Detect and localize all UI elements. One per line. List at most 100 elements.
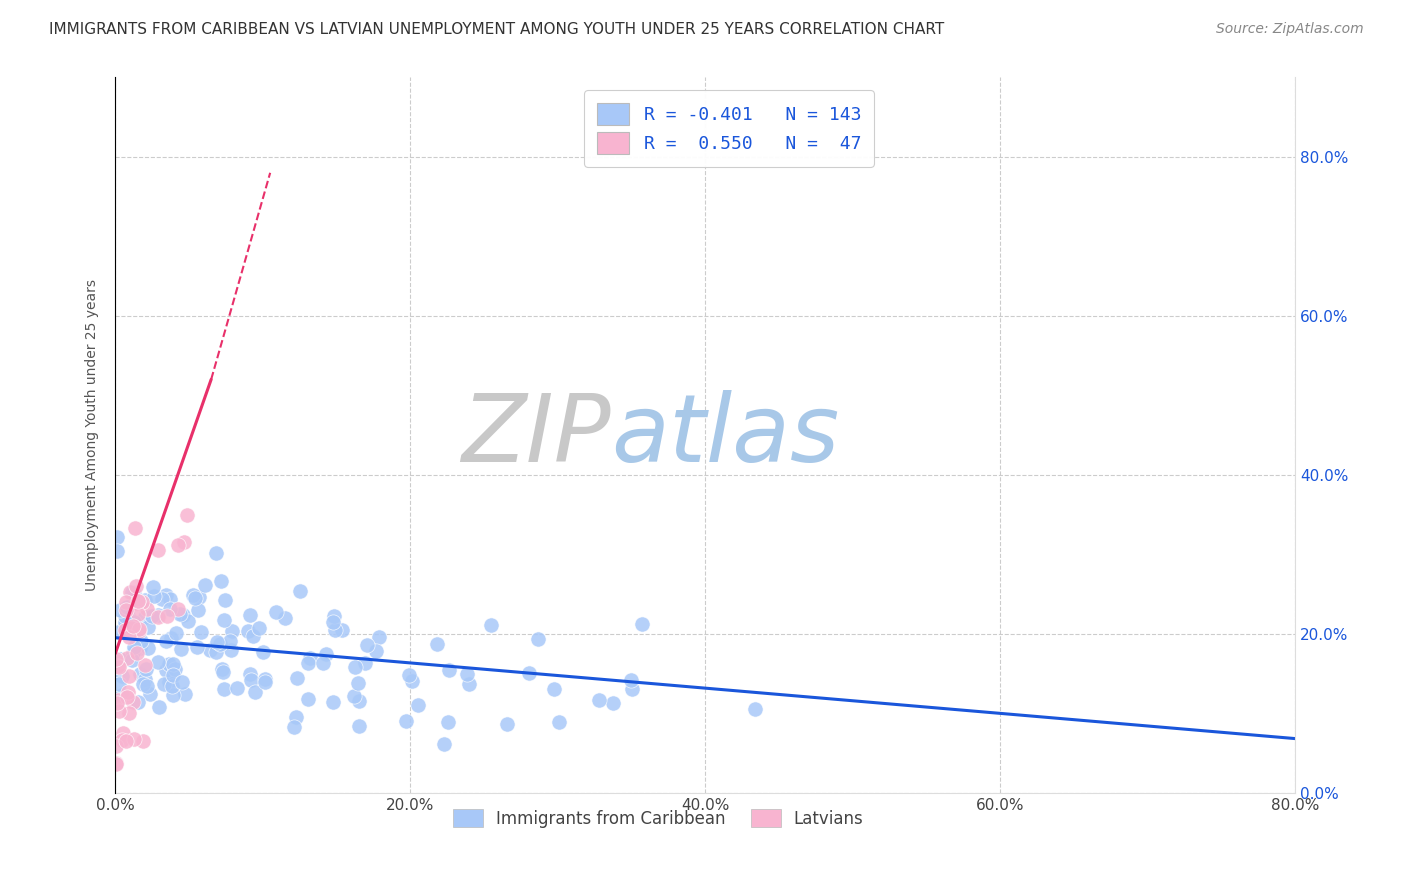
- Point: [221, 624, 243, 638]
- Point: [114, 615, 136, 629]
- Point: [105, 696, 128, 710]
- Point: [118, 630, 141, 644]
- Point: [458, 676, 481, 690]
- Text: atlas: atlas: [612, 390, 839, 481]
- Point: [118, 669, 141, 683]
- Point: [139, 687, 162, 701]
- Point: [298, 651, 321, 665]
- Point: [160, 679, 183, 693]
- Point: [253, 675, 276, 690]
- Point: [127, 695, 149, 709]
- Point: [127, 637, 149, 651]
- Point: [239, 667, 262, 681]
- Point: [297, 656, 319, 670]
- Point: [125, 596, 148, 610]
- Point: [325, 624, 347, 638]
- Point: [150, 592, 173, 607]
- Point: [125, 579, 148, 593]
- Point: [134, 672, 156, 686]
- Point: [156, 608, 179, 623]
- Point: [479, 617, 502, 632]
- Point: [121, 585, 143, 599]
- Point: [209, 637, 232, 651]
- Point: [176, 508, 198, 522]
- Point: [214, 613, 236, 627]
- Point: [108, 704, 131, 718]
- Point: [136, 620, 159, 634]
- Point: [205, 546, 228, 560]
- Point: [426, 637, 449, 651]
- Text: ZIP: ZIP: [461, 390, 612, 481]
- Point: [322, 695, 344, 709]
- Point: [436, 714, 458, 729]
- Point: [526, 632, 548, 647]
- Point: [146, 655, 169, 669]
- Point: [115, 690, 138, 704]
- Point: [148, 610, 170, 624]
- Point: [122, 640, 145, 654]
- Point: [162, 668, 184, 682]
- Point: [128, 622, 150, 636]
- Point: [157, 675, 180, 690]
- Point: [170, 674, 193, 689]
- Point: [129, 667, 152, 681]
- Point: [155, 588, 177, 602]
- Point: [169, 607, 191, 621]
- Point: [242, 629, 264, 643]
- Point: [114, 595, 136, 609]
- Point: [163, 662, 186, 676]
- Point: [173, 687, 195, 701]
- Point: [112, 620, 135, 634]
- Point: [117, 651, 139, 665]
- Point: [401, 673, 423, 688]
- Point: [166, 602, 188, 616]
- Point: [239, 673, 262, 687]
- Point: [344, 660, 367, 674]
- Point: [167, 538, 190, 552]
- Point: [134, 657, 156, 672]
- Point: [120, 621, 142, 635]
- Point: [134, 610, 156, 624]
- Point: [211, 662, 233, 676]
- Point: [111, 669, 134, 683]
- Point: [105, 756, 128, 770]
- Point: [142, 589, 165, 603]
- Point: [107, 625, 129, 640]
- Point: [264, 605, 287, 619]
- Point: [543, 681, 565, 696]
- Point: [621, 682, 644, 697]
- Point: [162, 689, 184, 703]
- Y-axis label: Unemployment Among Youth under 25 years: Unemployment Among Youth under 25 years: [86, 279, 100, 591]
- Point: [110, 733, 132, 747]
- Point: [184, 591, 207, 606]
- Point: [108, 660, 131, 674]
- Point: [218, 634, 240, 648]
- Point: [219, 642, 242, 657]
- Point: [190, 624, 212, 639]
- Point: [115, 734, 138, 748]
- Point: [115, 600, 138, 615]
- Point: [297, 691, 319, 706]
- Point: [108, 677, 131, 691]
- Point: [236, 624, 259, 638]
- Point: [159, 591, 181, 606]
- Point: [170, 642, 193, 657]
- Point: [128, 624, 150, 638]
- Point: [356, 638, 378, 652]
- Point: [283, 720, 305, 734]
- Legend: Immigrants from Caribbean, Latvians: Immigrants from Caribbean, Latvians: [446, 803, 870, 834]
- Point: [134, 592, 156, 607]
- Point: [243, 685, 266, 699]
- Point: [110, 652, 132, 666]
- Point: [274, 611, 297, 625]
- Point: [131, 595, 153, 609]
- Point: [367, 630, 389, 644]
- Point: [212, 682, 235, 697]
- Point: [125, 646, 148, 660]
- Point: [181, 588, 204, 602]
- Point: [186, 640, 208, 655]
- Point: [153, 677, 176, 691]
- Point: [588, 692, 610, 706]
- Point: [212, 665, 235, 680]
- Point: [146, 543, 169, 558]
